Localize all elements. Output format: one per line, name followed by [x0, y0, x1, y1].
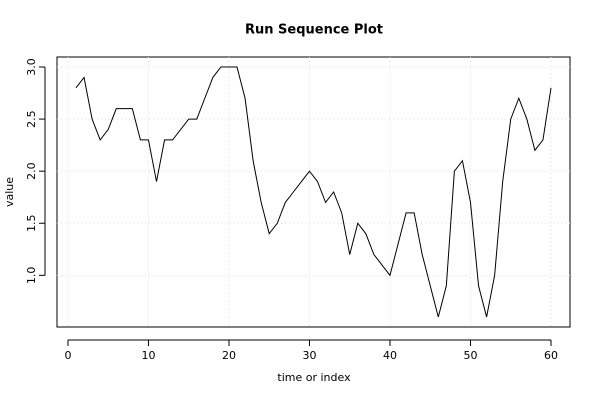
y-tick-label: 2.0	[25, 162, 38, 180]
y-tick-label: 1.0	[25, 267, 38, 285]
x-tick-label: 30	[302, 349, 316, 362]
x-tick-label: 60	[544, 349, 558, 362]
y-tick-label: 2.5	[25, 110, 38, 128]
x-tick-label: 50	[463, 349, 477, 362]
y-tick-label: 1.5	[25, 215, 38, 233]
data-line	[75, 66, 552, 318]
x-tick-label: 10	[141, 349, 155, 362]
x-tick-label: 20	[222, 349, 236, 362]
y-axis-label: value	[3, 177, 16, 207]
plot-frame	[56, 56, 571, 328]
chart-title: Run Sequence Plot	[245, 23, 383, 38]
x-axis-label: time or index	[277, 371, 351, 384]
x-tick-label: 0	[64, 349, 71, 362]
y-tick-label: 3.0	[25, 58, 38, 76]
x-tick-label: 40	[383, 349, 397, 362]
